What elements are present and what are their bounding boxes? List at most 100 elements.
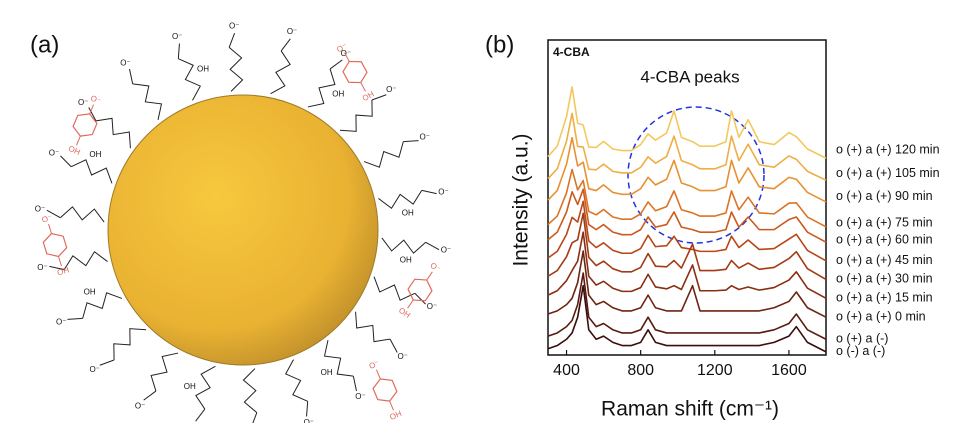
bond <box>178 44 179 59</box>
phenol-ring <box>42 230 69 259</box>
charge-label: O⁻ <box>429 261 443 274</box>
phenol: O⁻ OH <box>393 258 446 323</box>
charge-label: O⁻ <box>441 245 451 254</box>
ligand-chain <box>379 190 422 208</box>
hydroxyl-label: OH <box>321 368 333 377</box>
bond <box>100 360 114 365</box>
ligand-chain <box>196 366 216 409</box>
hydroxyl-label: OH <box>397 306 412 320</box>
charge-label: O⁻ <box>89 365 99 374</box>
ligand-chain <box>382 238 426 253</box>
legend-label: o (+) a (+) 45 min <box>836 253 933 267</box>
phenol-ring <box>371 375 399 405</box>
ligand-chain <box>71 160 112 184</box>
bond <box>49 224 52 234</box>
hydroxyl-label: OH <box>197 64 209 73</box>
charge-label: O⁻ <box>420 133 430 142</box>
hydroxyl-label: OH <box>402 208 414 217</box>
ligand-chain <box>60 207 104 222</box>
legend-label: o (+) a (+) 30 min <box>836 272 933 286</box>
spectrum <box>548 87 826 158</box>
legend-label: o (-) a (-) <box>836 344 885 358</box>
legend-label: o (+) a (+) 0 min <box>836 309 926 323</box>
hydroxyl-label: OH <box>67 144 82 157</box>
x-tick-label: 800 <box>627 362 654 379</box>
bond <box>415 293 426 304</box>
hydroxyl-label: OH <box>89 150 101 159</box>
panel-label: (a) <box>30 31 59 58</box>
panel-label: (b) <box>485 31 514 58</box>
bond <box>67 318 82 319</box>
panel-b: (b) 4-CBA 4-CBA peaks Raman shift (cm⁻¹)… <box>485 31 940 420</box>
inset-label: 4-CBA <box>553 45 590 59</box>
charge-label: O⁻ <box>287 27 297 36</box>
bond <box>403 141 418 142</box>
bond <box>76 136 80 145</box>
x-tick-label: 1600 <box>771 362 807 379</box>
bond <box>307 401 308 416</box>
spectrum <box>548 201 826 261</box>
bond <box>144 391 156 400</box>
charge-label: O⁻ <box>229 21 239 30</box>
y-axis-label: Intensity (a.u.) <box>510 133 533 266</box>
legend-label: o (+) a (+) 15 min <box>836 291 933 305</box>
charge-label: O⁻ <box>78 98 88 107</box>
charge-label: O⁻ <box>41 213 54 225</box>
ligand-chain <box>356 312 390 342</box>
phenol: O⁻OH <box>363 357 407 423</box>
legend-label: o (+) a (+) 90 min <box>836 189 933 203</box>
charge-label: O⁻ <box>398 352 408 361</box>
spectrum <box>548 189 826 242</box>
hydroxyl-label: OH <box>400 256 412 265</box>
ligand-chain <box>271 51 291 94</box>
legend-label: o (+) a (+) 120 min <box>836 142 940 156</box>
legend-label: o (+) a (+) 60 min <box>836 233 933 247</box>
bond <box>330 60 342 69</box>
bond <box>361 83 366 92</box>
gold-nanoparticle <box>108 95 378 365</box>
spectrum <box>548 169 826 226</box>
charge-label: O⁻ <box>135 401 145 410</box>
x-tick-label: 1200 <box>697 362 733 379</box>
figure: (a) O⁻OHO⁻O⁻O⁻OHO⁻O⁻O⁻OHO⁻O⁻O⁻OHO⁻O⁻O⁻OH… <box>0 0 971 423</box>
plot-frame <box>548 40 826 355</box>
bond <box>251 413 256 423</box>
charge-label: O⁻ <box>438 187 448 196</box>
legend-label: o (+) a (+) 75 min <box>836 216 933 230</box>
bond <box>130 69 133 84</box>
x-tick-label: 400 <box>553 362 580 379</box>
hydroxyl-label: OH <box>84 288 96 297</box>
charge-label: O⁻ <box>368 359 381 371</box>
charge-label: O⁻ <box>120 58 130 67</box>
hydroxyl-label: OH <box>56 265 70 277</box>
phenol-ring <box>71 110 99 140</box>
ligand-chain <box>133 84 162 120</box>
bond <box>426 242 439 249</box>
ligand-chain <box>151 353 178 391</box>
charge-label: O⁻ <box>89 94 102 106</box>
ligand-chain <box>83 293 122 319</box>
ligand-chain <box>229 47 242 91</box>
ligand-chain <box>340 100 372 131</box>
bond <box>196 409 205 421</box>
bond <box>229 33 234 47</box>
ligand-chain <box>243 369 256 413</box>
bond <box>353 376 356 391</box>
phenol-ring <box>340 56 370 87</box>
panel-a: (a) O⁻OHO⁻O⁻O⁻OHO⁻O⁻O⁻OHO⁻O⁻O⁻OHO⁻O⁻O⁻OH… <box>30 21 451 423</box>
ligand-chain <box>114 329 146 360</box>
bond <box>390 401 394 410</box>
ligand-chain <box>308 69 335 107</box>
charge-label: O⁻ <box>386 85 396 94</box>
hydroxyl-label: OH <box>184 382 196 391</box>
ligand-chain <box>96 118 130 148</box>
charge-label: O⁻ <box>355 392 365 401</box>
bond <box>422 190 437 193</box>
bond <box>427 272 433 280</box>
charge-label: O⁻ <box>427 302 437 311</box>
charge-label: O⁻ <box>49 148 59 157</box>
bond <box>59 256 62 266</box>
charge-label: O⁻ <box>56 318 66 327</box>
bond <box>60 156 71 167</box>
charge-label: O⁻ <box>172 32 182 41</box>
